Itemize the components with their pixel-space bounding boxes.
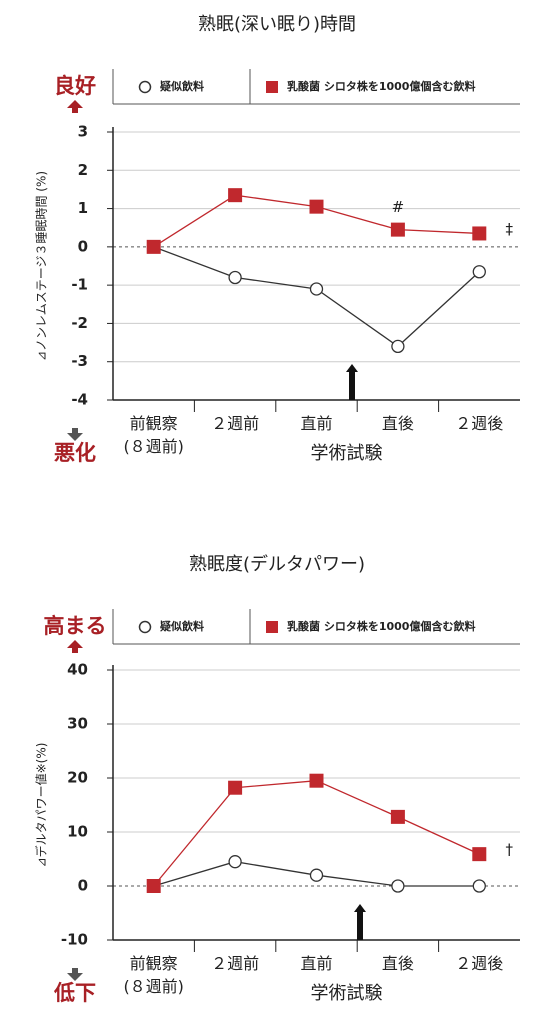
- top-label: 高まる: [44, 614, 107, 638]
- chart-title: 熟眠度(デルタパワー): [189, 554, 365, 575]
- marker: [146, 879, 161, 893]
- marker: [472, 226, 487, 241]
- y-tick-label: 0: [78, 877, 88, 895]
- legend-label: 乳酸菌 シロタ株を1000億個含む飲料: [287, 619, 475, 633]
- legend-label: 乳酸菌 シロタ株を1000億個含む飲料: [287, 79, 475, 93]
- up-arrow: [67, 640, 83, 653]
- legend-label: 疑似飲料: [160, 79, 204, 93]
- down-arrow: [67, 968, 83, 981]
- y-tick-label: 2: [78, 161, 88, 179]
- x-tick-label: 直前: [300, 414, 333, 433]
- legend-marker: [266, 81, 278, 93]
- marker: [390, 222, 405, 237]
- marker: [472, 879, 486, 893]
- x-tick-label: ２週前: [211, 954, 260, 973]
- y-tick-label: 30: [67, 715, 88, 733]
- y-tick-label: -3: [71, 352, 88, 370]
- legend-marker: [266, 621, 278, 633]
- series-line: [153, 246, 480, 348]
- test-arrow: [354, 904, 366, 940]
- marker: [309, 282, 324, 296]
- x-tick-label: ２週後: [455, 414, 504, 433]
- x-axis-label: 学術試験: [310, 443, 383, 464]
- marker: [391, 339, 405, 354]
- marker: [472, 265, 486, 279]
- chart-title: 熟眠(深い眠り)時間: [198, 14, 356, 35]
- x-tick-label: 直後: [381, 954, 414, 973]
- annotation: †: [506, 841, 514, 859]
- marker: [146, 239, 161, 254]
- bottom-label: 悪化: [54, 441, 96, 465]
- y-tick-label: 1: [78, 199, 88, 217]
- x-axis-label: 学術試験: [310, 983, 383, 1004]
- annotation: ‡: [506, 220, 514, 238]
- x-tick-label: ２週後: [455, 954, 504, 973]
- y-tick-label: 10: [67, 823, 88, 841]
- y-tick-label: 20: [67, 769, 88, 787]
- test-arrow: [346, 364, 358, 400]
- marker: [228, 855, 242, 869]
- y-tick-label: 0: [78, 237, 88, 255]
- x-tick-label: 前観察 (８週前): [123, 414, 184, 456]
- bottom-label: 低下: [53, 981, 96, 1005]
- y-tick-label: -1: [71, 276, 88, 294]
- marker: [309, 868, 324, 882]
- marker: [391, 879, 405, 893]
- x-tick-label: ２週前: [211, 414, 260, 433]
- annotation: #: [392, 198, 405, 216]
- top-label: 良好: [54, 74, 96, 98]
- marker: [228, 270, 242, 285]
- up-arrow: [67, 100, 83, 113]
- marker: [309, 773, 324, 788]
- marker: [390, 809, 405, 824]
- y-tick-label: 3: [78, 123, 88, 141]
- marker: [228, 780, 243, 795]
- legend-marker: [138, 620, 152, 634]
- x-tick-label: 前観察 (８週前): [123, 954, 184, 996]
- y-tick-label: 40: [67, 661, 88, 679]
- legend-marker: [138, 80, 152, 94]
- down-arrow: [67, 428, 83, 441]
- y-tick-label: -10: [61, 931, 88, 949]
- x-tick-label: 直前: [300, 954, 333, 973]
- y-tick-label: -4: [71, 391, 88, 409]
- x-tick-label: 直後: [381, 414, 414, 433]
- legend-label: 疑似飲料: [160, 619, 204, 633]
- y-axis-label: ⊿デルタパワー値※(%): [34, 743, 49, 868]
- marker: [309, 199, 324, 214]
- y-tick-label: -2: [71, 314, 88, 332]
- marker: [472, 847, 487, 862]
- y-axis-label: ⊿ノンレムステージ３睡眠時間 (%): [35, 171, 49, 361]
- marker: [228, 188, 243, 203]
